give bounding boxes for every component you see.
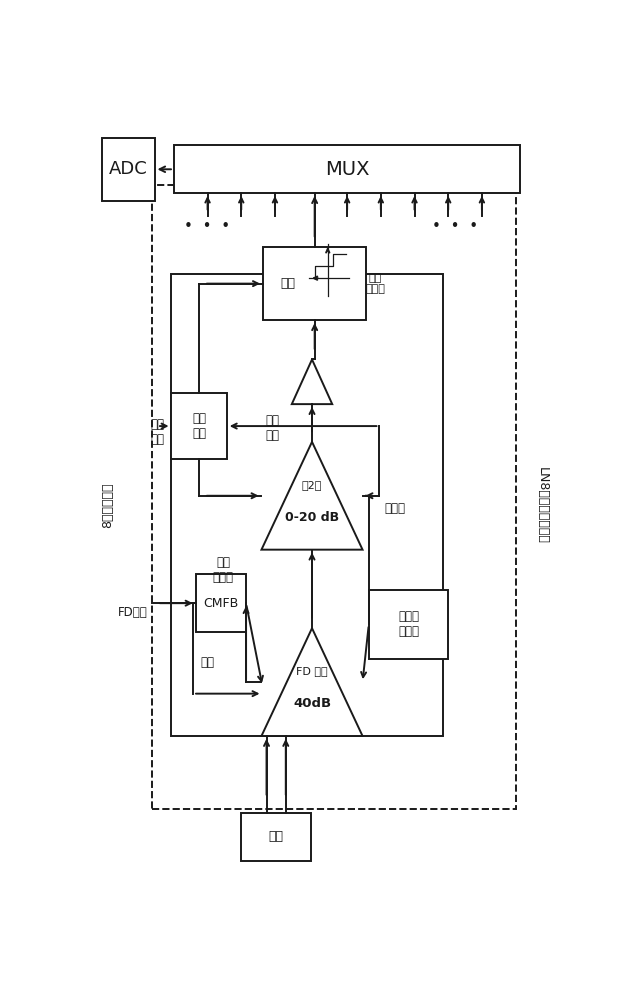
Polygon shape — [261, 442, 363, 550]
FancyBboxPatch shape — [171, 274, 443, 736]
Text: 电源，
偏置块: 电源， 偏置块 — [398, 610, 419, 638]
Text: 电容
倍增器: 电容 倍增器 — [365, 273, 385, 294]
FancyBboxPatch shape — [174, 145, 520, 193]
Polygon shape — [292, 359, 332, 404]
Text: 放大
反馈: 放大 反馈 — [192, 412, 206, 440]
Text: 8个并行通道: 8个并行通道 — [101, 482, 114, 528]
Text: LN8记录系统的块图: LN8记录系统的块图 — [535, 467, 548, 543]
Text: 缓冲
输出: 缓冲 输出 — [266, 414, 279, 442]
FancyBboxPatch shape — [102, 138, 155, 201]
FancyBboxPatch shape — [241, 813, 311, 861]
Text: CMFB: CMFB — [203, 597, 238, 610]
Text: MUX: MUX — [325, 160, 369, 179]
Text: 初始
稳定化: 初始 稳定化 — [212, 556, 233, 584]
FancyBboxPatch shape — [171, 393, 227, 459]
Text: 电极: 电极 — [269, 830, 284, 843]
Text: FD 伸缩: FD 伸缩 — [296, 666, 328, 676]
Text: •  •  •: • • • — [184, 219, 230, 234]
Text: 0-20 dB: 0-20 dB — [285, 511, 339, 524]
Text: FD伸缩: FD伸缩 — [118, 606, 148, 619]
Text: 40dB: 40dB — [293, 697, 331, 710]
Text: 放大
选择: 放大 选择 — [150, 418, 164, 446]
FancyBboxPatch shape — [196, 574, 246, 632]
FancyBboxPatch shape — [263, 247, 366, 320]
Text: 第2级: 第2级 — [302, 480, 322, 490]
FancyBboxPatch shape — [369, 590, 448, 659]
Text: ADC: ADC — [109, 160, 148, 178]
Polygon shape — [261, 628, 363, 736]
Text: 反馈: 反馈 — [201, 656, 215, 669]
Text: 低通: 低通 — [280, 277, 295, 290]
Text: •  •  •: • • • — [432, 219, 479, 234]
Text: 工作点: 工作点 — [385, 502, 406, 515]
